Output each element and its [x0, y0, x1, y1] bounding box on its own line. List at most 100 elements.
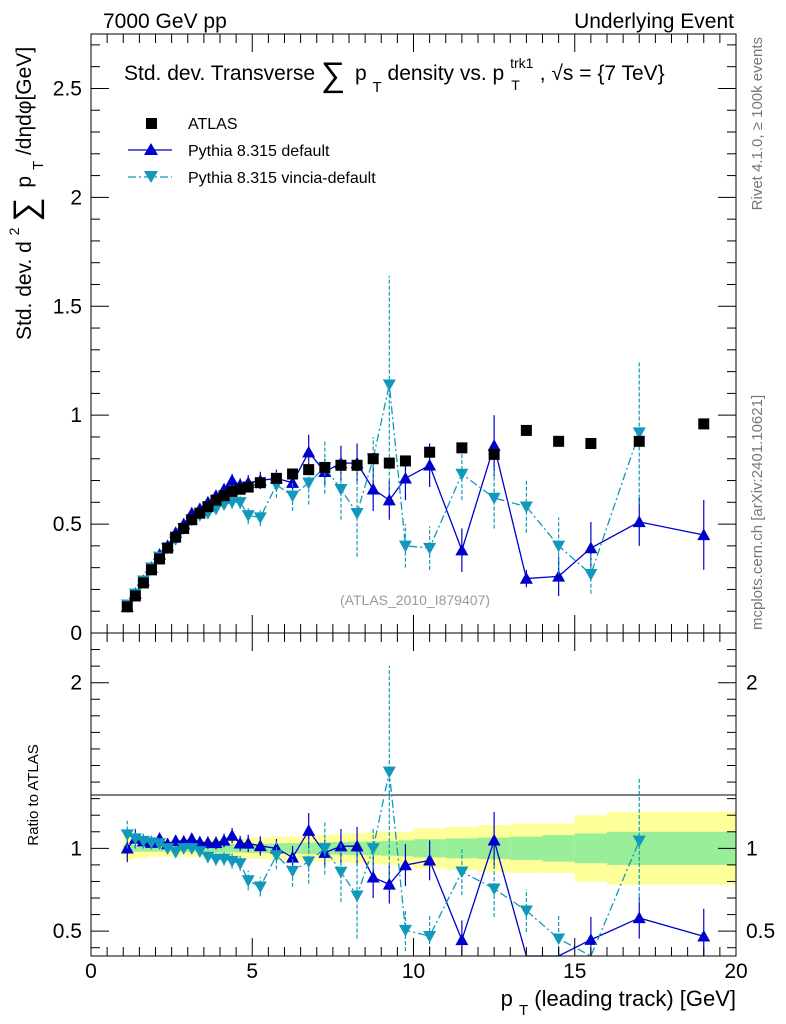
ratio-point-pythia-vincia [169, 846, 183, 859]
header-left: 7000 GeV pp [103, 10, 227, 33]
ratio-point-pythia-default [455, 933, 469, 946]
legend-item-pythia-vincia: Pythia 8.315 vincia-default [128, 170, 376, 187]
ratio-tick-label-left: 0.5 [53, 920, 82, 943]
point-pythia-vincia [382, 379, 396, 392]
point-atlas [456, 442, 468, 454]
point-atlas [210, 494, 222, 506]
point-pythia-vincia [584, 568, 598, 581]
y-tick-label: 1 [70, 404, 82, 427]
ratio-point-pythia-vincia [193, 846, 207, 858]
legend-marker-atlas [146, 118, 157, 129]
point-atlas [145, 564, 157, 576]
point-atlas [162, 542, 174, 554]
ratio-point-pythia-default [225, 829, 239, 841]
point-atlas [633, 435, 645, 447]
ratio-point-pythia-vincia [519, 905, 533, 918]
ratio-point-pythia-vincia [423, 930, 437, 943]
ratio-point-pythia-default [350, 839, 364, 852]
legend: ATLAS Pythia 8.315 default Pythia 8.315 … [128, 116, 376, 187]
ratio-point-pythia-default [398, 858, 412, 871]
y-tick-label: 1.5 [53, 295, 82, 318]
ratio-point-pythia-default [241, 836, 255, 849]
point-atlas [383, 457, 395, 469]
point-atlas [488, 448, 500, 460]
point-pythia-default [225, 474, 239, 486]
x-axis-label: p T (leading track) [GeV] [501, 986, 736, 1020]
point-atlas [186, 514, 198, 526]
line-pythia-default [126, 443, 704, 608]
ratio-point-pythia-default [487, 833, 501, 846]
point-pythia-default [398, 471, 412, 484]
ratio-line-pythia-vincia [126, 771, 640, 957]
point-atlas [202, 501, 214, 513]
point-atlas [218, 490, 230, 502]
y-tick-label: 0.5 [53, 513, 82, 536]
x-tick-label: 5 [246, 960, 258, 983]
y-label-subscript: T [30, 161, 47, 170]
point-atlas [121, 601, 133, 613]
point-atlas [178, 522, 190, 534]
legend-label-pythia-vincia: Pythia 8.315 vincia-default [188, 170, 376, 187]
point-pythia-vincia [334, 484, 348, 496]
line-pythia-vincia [126, 384, 640, 606]
title-superscript: trk1 [510, 55, 534, 71]
point-pythia-default [552, 569, 566, 582]
point-atlas [254, 477, 266, 489]
y-label-p: p [13, 176, 36, 188]
ratio-point-pythia-default [697, 929, 711, 942]
point-atlas [351, 459, 363, 471]
y-label-post: /dηdφ[GeV] [13, 47, 36, 155]
ratio-point-pythia-vincia [253, 881, 267, 894]
point-atlas [270, 472, 282, 484]
point-pythia-default [423, 458, 437, 471]
ratio-point-pythia-vincia [185, 843, 199, 855]
y-label-sum-symbol: ∑ [7, 197, 45, 221]
y-tick-label: 0 [70, 622, 82, 645]
ratio-point-pythia-vincia [398, 924, 412, 937]
point-atlas [242, 481, 254, 493]
band-inner-bin [131, 845, 140, 852]
ratio-point-pythia-default [632, 911, 646, 924]
ratio-point-pythia-vincia [334, 866, 348, 879]
point-pythia-vincia [552, 540, 566, 553]
ratio-point-pythia-vincia [120, 829, 134, 842]
point-atlas [399, 455, 411, 467]
ratio-y-axis-label: Ratio to ATLAS [25, 744, 42, 845]
ratio-point-pythia-default [302, 824, 316, 836]
title-p: p [355, 62, 367, 85]
point-pythia-default [487, 439, 501, 451]
point-atlas [234, 483, 246, 495]
ratio-point-pythia-vincia [161, 843, 175, 855]
ratio-point-pythia-default [584, 933, 598, 945]
band-inner-bin [445, 838, 479, 859]
point-pythia-default [455, 543, 469, 556]
point-pythia-vincia [253, 512, 267, 525]
ratio-tick-label-left: 1 [70, 837, 82, 860]
ratio-point-pythia-vincia [153, 838, 167, 850]
x-tick-label: 15 [563, 960, 586, 983]
point-pythia-default [584, 541, 598, 554]
ratio-tick-label-right: 0.5 [746, 920, 775, 943]
ratio-tick-label-right: 2 [746, 672, 758, 695]
x-tick-label: 20 [724, 960, 747, 983]
y-label-superscript: 2 [6, 227, 22, 235]
ratio-point-pythia-vincia [241, 875, 255, 887]
point-atlas [698, 418, 710, 430]
point-atlas [194, 507, 206, 519]
point-atlas [287, 468, 299, 480]
point-atlas [129, 590, 141, 602]
point-pythia-vincia [487, 492, 501, 505]
title-prefix: Std. dev. Transverse [124, 62, 315, 85]
band-inner-bin [139, 845, 148, 852]
ratio-point-pythia-vincia [233, 858, 247, 870]
y-axis-label: Std. dev. d 2 ∑ p T /dηdφ[GeV] [1, 47, 48, 340]
legend-marker-pythia-default [144, 143, 158, 155]
ratio-point-pythia-default [201, 836, 215, 848]
point-pythia-vincia [632, 427, 646, 440]
main-data [120, 275, 711, 613]
band-inner-bin [542, 835, 576, 862]
point-pythia-vincia [302, 477, 316, 490]
ratio-panel: 0.5 0.5 1 1 2 2 [53, 632, 775, 957]
point-atlas [424, 446, 436, 458]
